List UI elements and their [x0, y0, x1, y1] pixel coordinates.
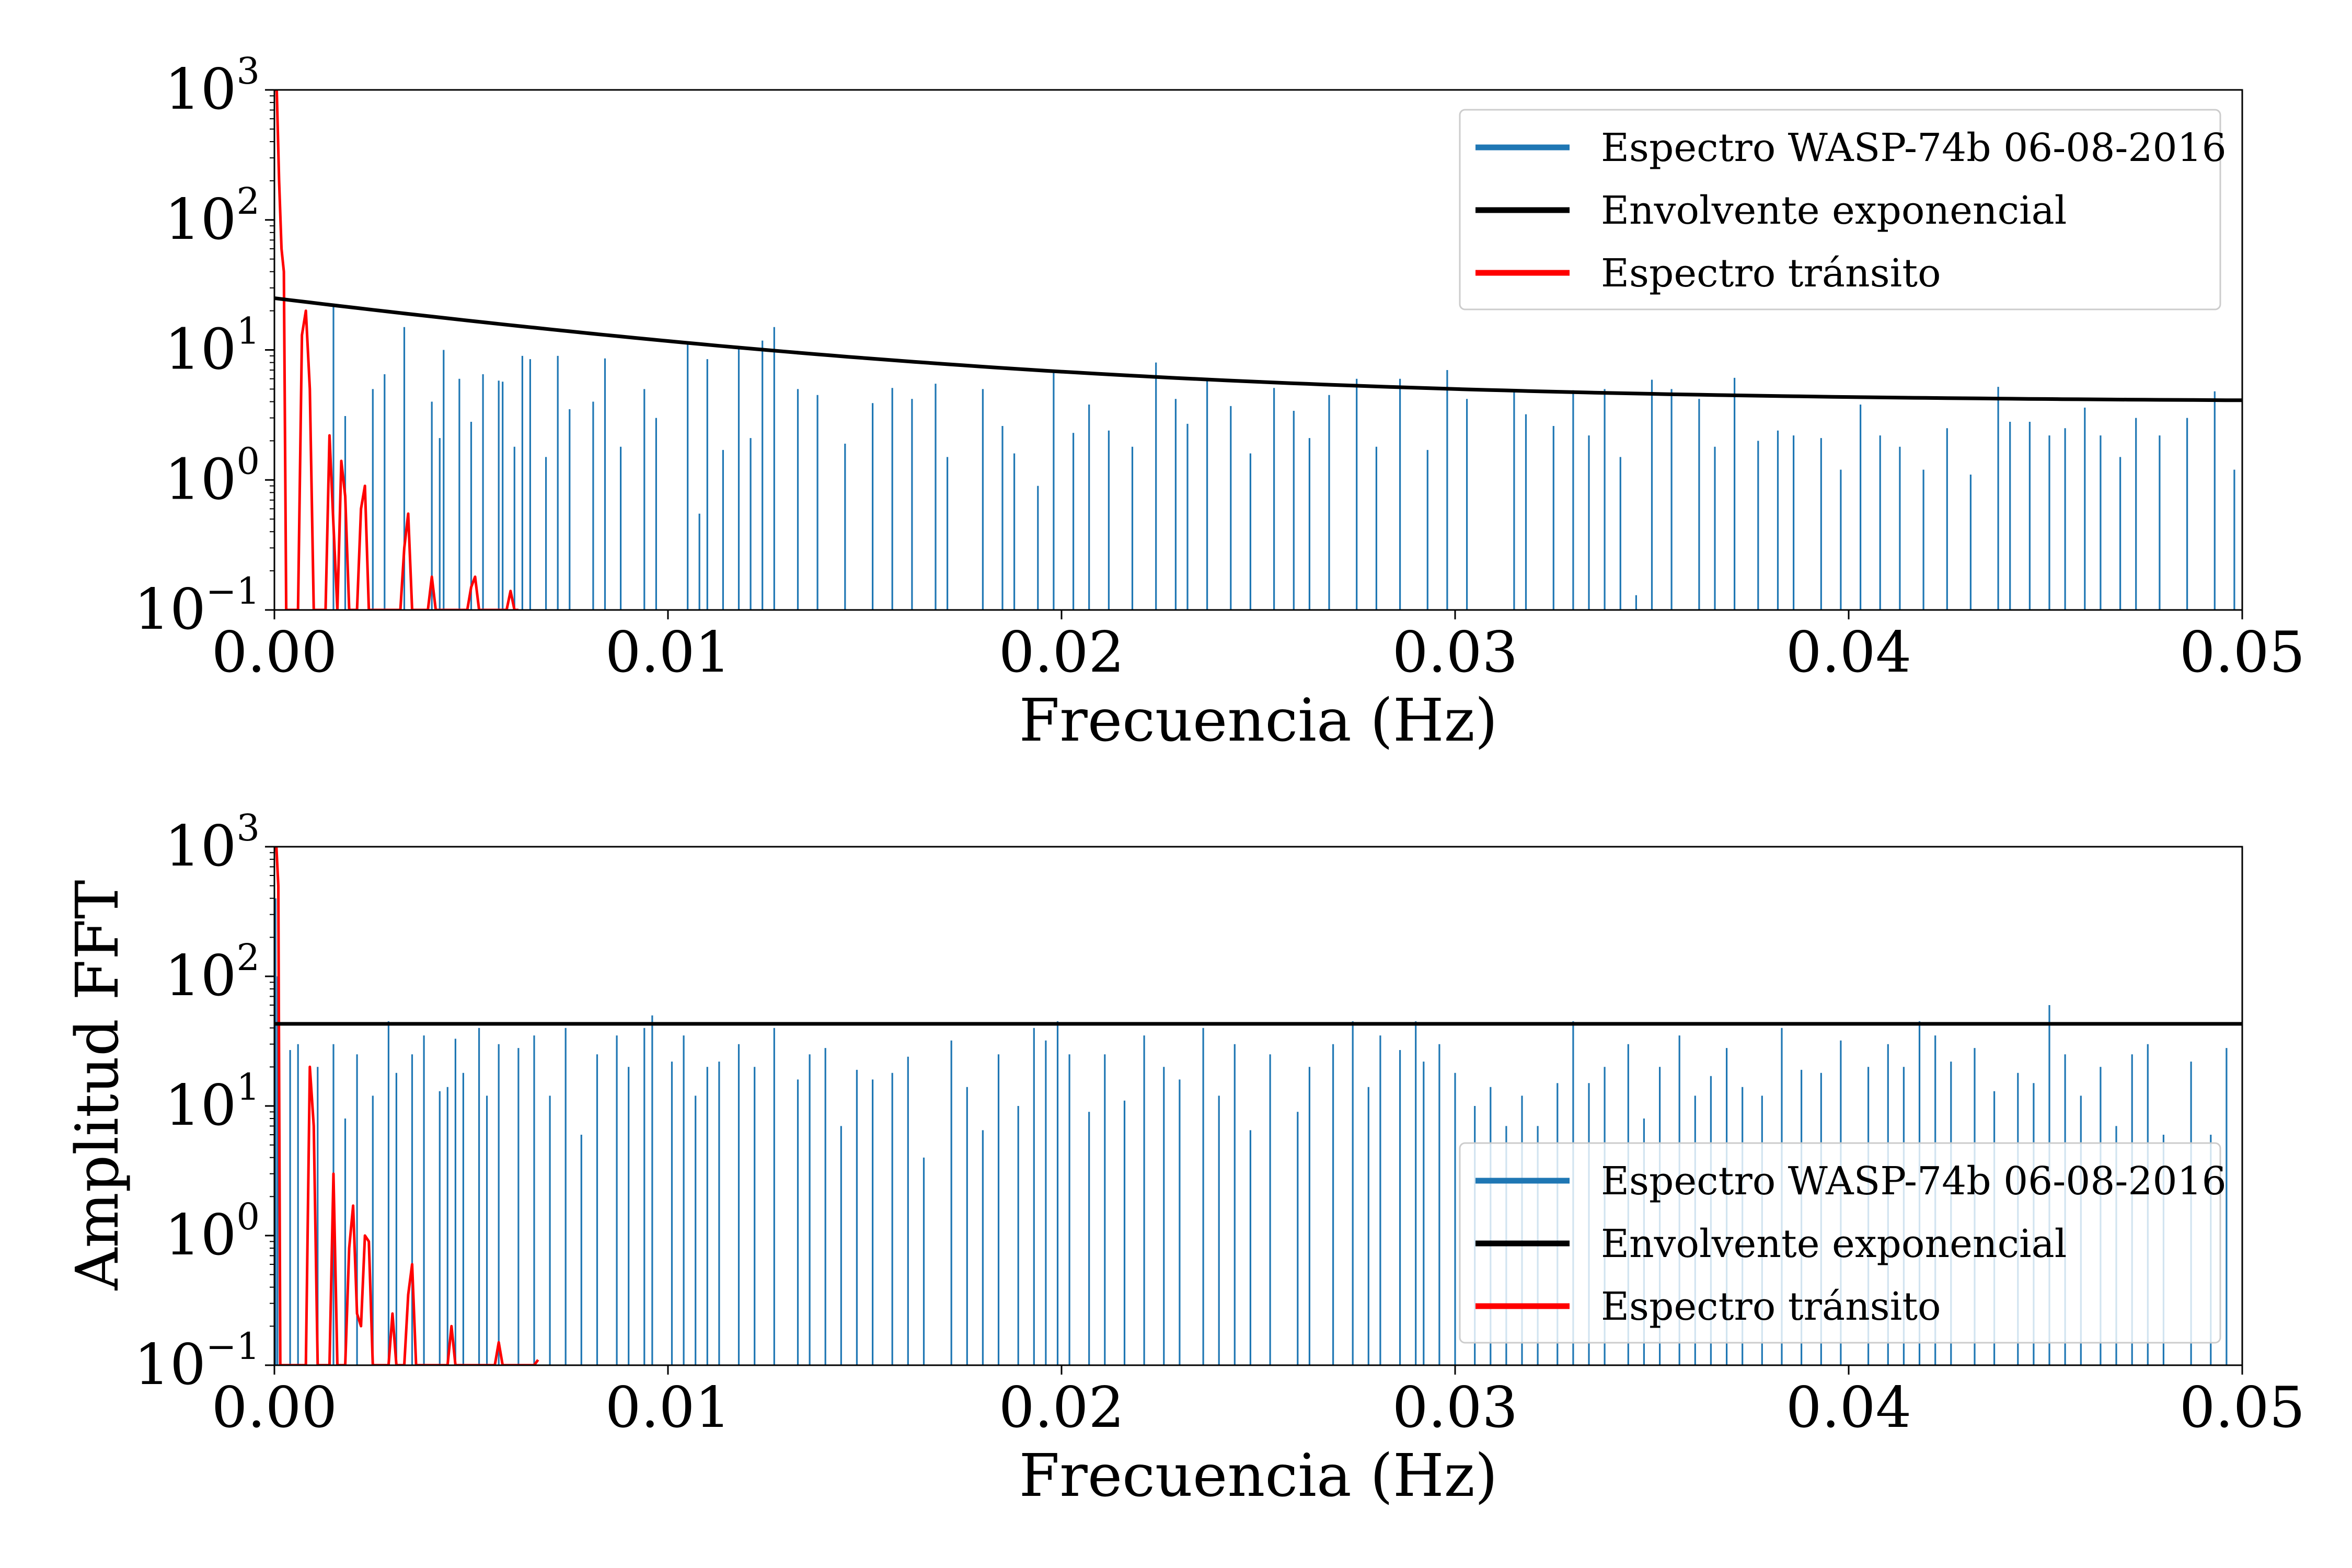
x-tick-label: 0.00	[212, 1375, 337, 1440]
plot-area	[274, 90, 2242, 610]
bottom-panel: 0.00 0.01 0.02 0.03 0.04 0.05 10−1 100 101 102 103…	[64, 806, 2305, 1510]
y-tick-label: 103	[165, 806, 260, 879]
x-tick-label: 0.03	[1392, 1375, 1518, 1440]
legend: Espectro WASP-74b 06-08-2016 Envolvente e…	[1459, 109, 2227, 310]
x-tick-label: 0.04	[1786, 620, 1911, 685]
x-tick-label: 0.04	[1786, 1375, 1911, 1440]
y-tick-label: 102	[165, 180, 260, 252]
legend: Espectro WASP-74b 06-08-2016 Envolvente e…	[1459, 1142, 2227, 1344]
y-tick-label: 101	[165, 310, 260, 383]
y-tick-label: 101	[165, 1066, 260, 1138]
x-tick-label: 0.00	[212, 620, 337, 685]
x-tick-label: 0.01	[605, 620, 731, 685]
y-tick-label: 103	[165, 50, 260, 122]
y-tick-label: 100	[165, 440, 260, 512]
series-envelope-line	[274, 296, 2242, 402]
series-spectrum-line	[332, 305, 2235, 610]
legend-entry-label: Espectro WASP-74b 06-08-2016	[1601, 125, 2227, 170]
legend-box	[1459, 1142, 2221, 1344]
y-tick-label: 100	[165, 1195, 260, 1268]
x-axis-label: Frecuencia (Hz)	[1019, 687, 1498, 755]
x-tick-label: 0.01	[605, 1375, 731, 1440]
y-axis-label: Amplitud FFT	[64, 880, 132, 1291]
x-tick-label: 0.02	[999, 620, 1124, 685]
legend-entry-label: Espectro WASP-74b 06-08-2016	[1601, 1159, 2227, 1204]
legend-box	[1459, 109, 2221, 310]
series-transit-line	[274, 90, 518, 610]
legend-entry-label: Envolvente exponencial	[1601, 1221, 2067, 1266]
x-tick-label: 0.05	[2180, 620, 2305, 685]
y-tick-label: 102	[165, 936, 260, 1009]
y-tick-label: 10−1	[134, 570, 260, 642]
x-axis-label: Frecuencia (Hz)	[1019, 1442, 1498, 1510]
x-tick-label: 0.05	[2180, 1375, 2305, 1440]
y-tick-label: 10−1	[134, 1325, 260, 1398]
legend-entry-label: Envolvente exponencial	[1601, 188, 2067, 233]
legend-entry-label: Espectro tránsito	[1601, 1284, 1941, 1329]
x-tick-label: 0.02	[999, 1375, 1124, 1440]
legend-entry-label: Espectro tránsito	[1601, 251, 1941, 296]
top-panel: 0.00 0.01 0.02 0.03 0.04 0.05 10−1 100 101 102 103…	[134, 50, 2305, 755]
plot-area	[274, 847, 2242, 1365]
x-tick-label: 0.03	[1392, 620, 1518, 685]
series-transit-line	[274, 847, 539, 1365]
